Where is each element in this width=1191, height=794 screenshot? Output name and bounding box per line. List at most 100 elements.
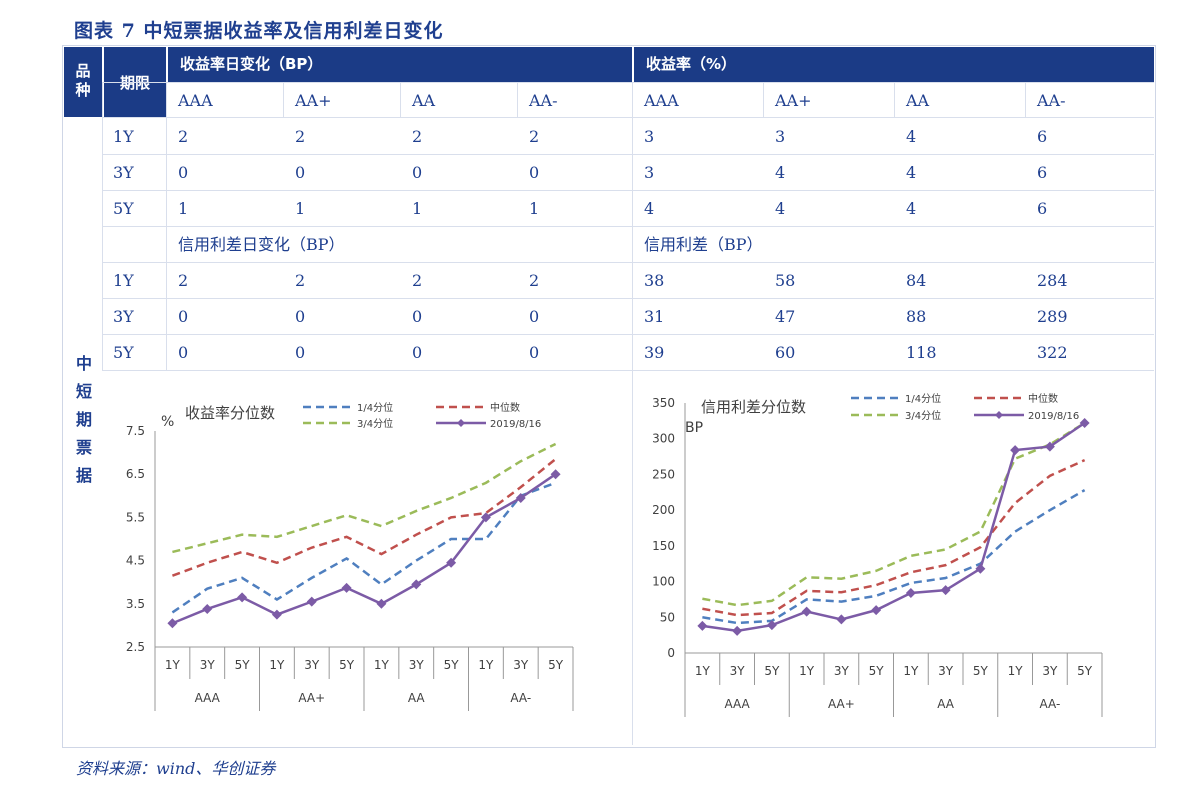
row-divider: [102, 117, 1154, 118]
term-cell: 5Y: [113, 199, 134, 218]
series-marker: [871, 605, 882, 616]
series-line: [702, 459, 1086, 617]
series-marker: [376, 598, 387, 609]
column-divider: [166, 82, 167, 370]
rating-header: AA-: [1037, 91, 1066, 110]
x-tick-label: 5Y: [444, 658, 460, 672]
yield-change-cell: 1: [529, 199, 540, 218]
spread-cell: 58: [775, 271, 796, 290]
yield-cell: 3: [644, 127, 655, 146]
yield-change-cell: 2: [295, 127, 306, 146]
spread-cell: 47: [775, 307, 796, 326]
x-group-label: AA+: [298, 691, 325, 705]
x-tick-label: 3Y: [409, 658, 425, 672]
x-tick-label: 3Y: [304, 658, 320, 672]
row-divider: [102, 334, 1154, 335]
term-cell: 1Y: [113, 271, 134, 290]
column-divider: [102, 82, 103, 370]
yield-cell: 4: [775, 199, 786, 218]
spread-change-cell: 0: [295, 307, 306, 326]
spread-change-cell: 0: [412, 343, 423, 362]
x-tick-label: 5Y: [1077, 664, 1093, 678]
x-tick-label: 3Y: [834, 664, 850, 678]
x-group-label: AAA: [195, 691, 221, 705]
spread-change-cell: 0: [178, 343, 189, 362]
yield-cell: 4: [775, 163, 786, 182]
yield-change-cell: 2: [412, 127, 423, 146]
row-divider: [102, 82, 1154, 83]
x-tick-label: 5Y: [235, 658, 251, 672]
yield-change-cell: 1: [412, 199, 423, 218]
series-line: [702, 421, 1086, 607]
yield-change-cell: 0: [412, 163, 423, 182]
yield-cell: 3: [644, 163, 655, 182]
spread-change-cell: 2: [295, 271, 306, 290]
column-divider: [632, 82, 633, 745]
rating-header: AAA: [644, 91, 679, 110]
header-yield-change-label: 收益率日变化（BP）: [180, 55, 323, 73]
spread-header: 信用利差（BP）: [644, 235, 763, 254]
series-marker: [446, 557, 457, 568]
x-tick-label: 1Y: [165, 658, 181, 672]
spread-change-cell: 2: [178, 271, 189, 290]
y-tick-label: 150: [652, 539, 675, 553]
row-divider: [102, 154, 1154, 155]
x-tick-label: 3Y: [1042, 664, 1058, 678]
yield-change-cell: 1: [295, 199, 306, 218]
chart-title: 信用利差分位数: [701, 398, 806, 416]
y-tick-label: 6.5: [126, 467, 145, 481]
header-yield-label: 收益率（%）: [646, 55, 737, 73]
series-marker: [411, 579, 422, 590]
legend-label: 中位数: [1028, 392, 1058, 405]
legend-label: 1/4分位: [905, 392, 941, 405]
series-line: [172, 442, 557, 554]
series-marker: [271, 609, 282, 620]
header-yield: 收益率（%）: [632, 47, 1154, 82]
x-tick-label: 5Y: [869, 664, 885, 678]
source-note: 资料来源：wind、华创证券: [76, 759, 276, 778]
spread-cell: 284: [1037, 271, 1068, 290]
x-tick-label: 1Y: [695, 664, 711, 678]
column-divider: [763, 82, 764, 118]
yield-cell: 3: [775, 127, 786, 146]
y-tick-label: 7.5: [126, 424, 145, 438]
legend-label: 3/4分位: [357, 417, 393, 430]
legend-label: 2019/8/16: [1028, 411, 1079, 422]
legend-marker: [995, 411, 1003, 419]
yield-cell: 6: [1037, 127, 1048, 146]
yield-cell: 6: [1037, 199, 1048, 218]
legend-label: 2019/8/16: [490, 419, 541, 430]
rating-header: AA-: [529, 91, 558, 110]
rating-header: AAA: [178, 91, 213, 110]
chart-title: 收益率分位数: [185, 404, 275, 422]
series-marker: [975, 563, 986, 574]
column-divider: [400, 82, 401, 118]
spread-change-cell: 0: [412, 307, 423, 326]
spread-cell: 88: [906, 307, 927, 326]
rating-header: AA+: [295, 91, 332, 110]
yield-cell: 6: [1037, 163, 1048, 182]
series-marker: [697, 620, 708, 631]
y-tick-label: 0: [667, 646, 675, 660]
term-cell: 1Y: [113, 127, 134, 146]
spread-percentile-chart: 0 50 100 150 200 250 300 350 1Y 3Y 5Y 1Y 3Y 5Y 1Y 3Y 5Y 1…: [633, 372, 1155, 745]
y-tick-label: 300: [652, 432, 675, 446]
series-marker: [306, 596, 317, 607]
row-divider: [102, 298, 1154, 299]
series-line: [171, 481, 557, 614]
yield-change-cell: 2: [178, 127, 189, 146]
x-tick-label: 3Y: [730, 664, 746, 678]
yield-cell: 4: [906, 127, 917, 146]
y-axis-unit: %: [161, 414, 174, 430]
series-marker: [1044, 441, 1055, 452]
y-tick-label: 4.5: [126, 554, 145, 568]
x-group-label: AA: [937, 697, 955, 711]
row-divider: [102, 226, 1154, 227]
yield-percentile-chart: 2.5 3.5 4.5 5.5 6.5 7.5 1Y 3Y 5Y 1Y 3Y 5Y 1Y 3Y 5Y 1Y 3Y…: [103, 372, 631, 745]
x-tick-label: 5Y: [548, 658, 564, 672]
spread-cell: 39: [644, 343, 665, 362]
rating-header: AA: [906, 91, 930, 110]
yield-cell: 4: [644, 199, 655, 218]
x-tick-label: 5Y: [339, 658, 355, 672]
table-frame: [62, 45, 1156, 748]
